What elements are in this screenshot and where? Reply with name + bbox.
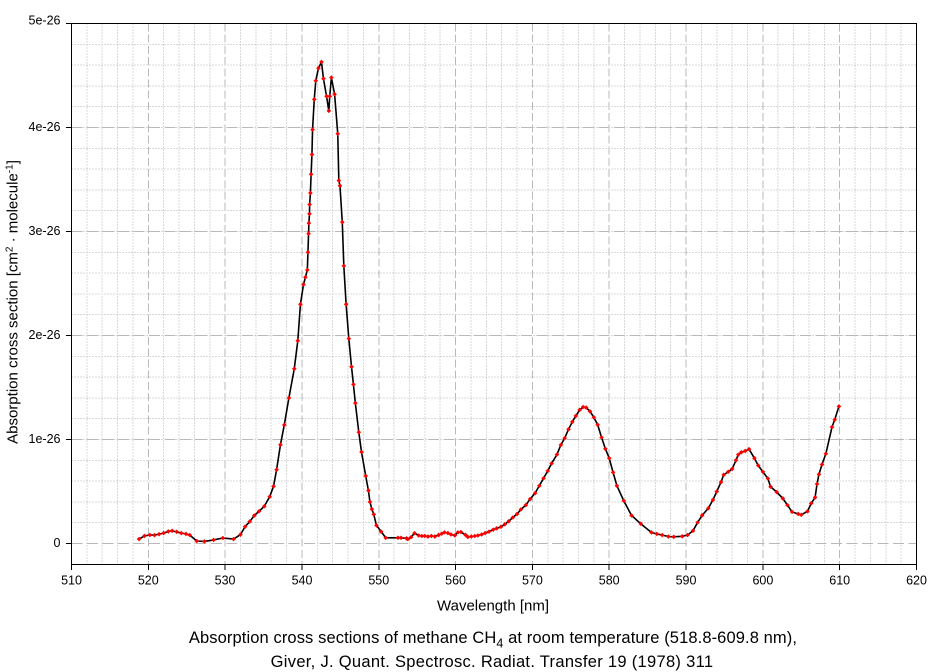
- svg-text:Giver, J. Quant. Spectrosc. Ra: Giver, J. Quant. Spectrosc. Radiat. Tran…: [271, 653, 714, 671]
- svg-text:560: 560: [445, 574, 466, 588]
- svg-text:1e-26: 1e-26: [29, 432, 61, 446]
- svg-text:2e-26: 2e-26: [29, 328, 61, 342]
- svg-text:570: 570: [522, 574, 543, 588]
- svg-text:600: 600: [752, 574, 773, 588]
- svg-text:530: 530: [215, 574, 236, 588]
- svg-text:3e-26: 3e-26: [29, 224, 61, 238]
- svg-text:580: 580: [599, 574, 620, 588]
- svg-text:520: 520: [138, 574, 159, 588]
- svg-text:590: 590: [676, 574, 697, 588]
- svg-text:610: 610: [829, 574, 850, 588]
- svg-text:Wavelength [nm]: Wavelength [nm]: [437, 598, 549, 615]
- svg-text:620: 620: [906, 574, 927, 588]
- svg-text:550: 550: [368, 574, 389, 588]
- svg-text:0: 0: [54, 536, 61, 550]
- svg-text:Absorption cross section [cm2: Absorption cross section [cm2 · molecule…: [5, 160, 22, 444]
- svg-text:Absorption cross sections of m: Absorption cross sections of methane CH4…: [189, 629, 797, 651]
- svg-text:510: 510: [61, 574, 82, 588]
- svg-text:540: 540: [292, 574, 313, 588]
- svg-text:5e-26: 5e-26: [29, 14, 61, 28]
- svg-text:4e-26: 4e-26: [29, 120, 61, 134]
